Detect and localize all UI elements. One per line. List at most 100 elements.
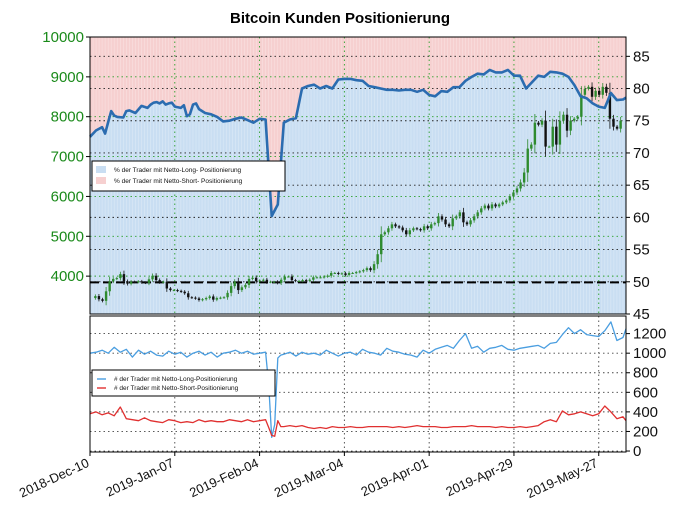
- count-tick-label: 800: [633, 365, 658, 382]
- candle-body: [237, 281, 240, 291]
- candle-body: [372, 264, 376, 271]
- candle-body: [283, 276, 286, 280]
- candle-body: [608, 92, 612, 119]
- right-tick-label: 45: [633, 306, 650, 323]
- x-tick-label: 2019-Jan-07: [104, 455, 176, 499]
- candle-body: [312, 277, 315, 280]
- candle-body: [562, 114, 565, 121]
- candle-body: [251, 277, 254, 279]
- candle-body: [526, 148, 529, 173]
- long-area: [90, 69, 626, 315]
- candle-body: [533, 122, 537, 145]
- right-tick-label: 80: [633, 81, 650, 98]
- candle-body: [344, 273, 347, 275]
- candle-body: [455, 216, 458, 219]
- candle-body: [233, 281, 236, 287]
- candle-body: [258, 280, 261, 282]
- candle-body: [497, 204, 501, 207]
- chart-title: Bitcoin Kunden Positionierung: [230, 10, 450, 27]
- candle-body: [369, 268, 372, 271]
- candle-body: [122, 274, 126, 282]
- candle-body: [294, 280, 297, 282]
- candle-body: [304, 280, 308, 282]
- candle-body: [490, 204, 494, 209]
- candle-body: [301, 280, 304, 282]
- top-panel-frame: [89, 36, 627, 315]
- candle-body: [269, 281, 272, 283]
- candle-body: [262, 279, 265, 281]
- right-tick-label: 55: [633, 242, 650, 259]
- candle-body: [544, 120, 547, 147]
- candle-body: [197, 298, 201, 301]
- candle-body: [137, 281, 140, 283]
- candle-body: [458, 212, 462, 217]
- candle-body: [558, 120, 562, 145]
- x-tick-label: 2019-Apr-01: [359, 455, 431, 499]
- candle-body: [412, 228, 415, 231]
- candle-body: [179, 290, 183, 292]
- candle-body: [530, 144, 533, 149]
- candle-body: [355, 272, 358, 274]
- left-tick-label: 7000: [51, 149, 84, 166]
- candle-body: [162, 281, 165, 283]
- candle-body: [487, 205, 490, 209]
- x-tick-label: 2019-Mar-04: [272, 455, 346, 500]
- candle-body: [476, 212, 479, 217]
- count-tick-label: 1200: [633, 326, 666, 343]
- candle-body: [226, 292, 229, 298]
- candle-body: [501, 202, 504, 205]
- candle-body: [290, 276, 294, 281]
- candle-body: [240, 287, 244, 291]
- candle-body: [340, 273, 344, 275]
- left-tick-label: 9000: [51, 69, 84, 86]
- candle-body: [204, 298, 208, 300]
- candle-body: [408, 230, 412, 235]
- candle-body: [347, 272, 351, 275]
- candle-body: [326, 275, 329, 277]
- left-tick-label: 6000: [51, 188, 84, 205]
- candle-body: [394, 224, 397, 227]
- top-legend-box: [91, 160, 286, 192]
- count-tick-label: 200: [633, 423, 658, 440]
- candle-body: [447, 224, 451, 227]
- candle-body: [522, 172, 526, 183]
- net-long-pct-line: [89, 68, 627, 218]
- legend-long-count-label: # der Trader mit Netto-Long-Positionieru…: [114, 376, 238, 383]
- legend-long-swatch: [96, 166, 106, 173]
- candle-body: [515, 188, 519, 193]
- candle-body: [483, 205, 487, 209]
- left-tick-label: 4000: [51, 268, 84, 285]
- bottom-panel: 0 200 400 600 800 1000 1200 # der Trader mit Ne…: [17, 315, 666, 501]
- candle-body: [590, 86, 594, 97]
- count-tick-label: 1000: [633, 345, 666, 362]
- candle-body: [576, 116, 579, 119]
- candle-body: [426, 226, 429, 229]
- candle-body: [619, 120, 622, 129]
- candle-body: [390, 224, 394, 229]
- candle-body: [115, 278, 118, 280]
- legend-short-label: % der Trader mit Netto-Short- Positionie…: [114, 178, 243, 185]
- candle-body: [615, 126, 619, 129]
- candle-body: [380, 234, 383, 255]
- right-tick-label: 60: [633, 209, 650, 226]
- candle-body: [126, 281, 129, 284]
- short-count-line: [89, 405, 627, 437]
- candle-body: [212, 296, 215, 300]
- candle-body: [333, 272, 336, 274]
- candle-body: [97, 296, 101, 300]
- candle-body: [358, 271, 361, 273]
- candle-body: [247, 278, 251, 285]
- right-tick-label: 85: [633, 48, 650, 65]
- candle-body: [472, 216, 476, 221]
- candle-body: [119, 274, 122, 279]
- candle-body: [365, 268, 369, 271]
- candle-body: [444, 219, 447, 225]
- right-tick-label: 50: [633, 274, 650, 291]
- candle-body: [165, 281, 169, 289]
- count-tick-label: 0: [633, 443, 641, 460]
- candle-body: [215, 298, 219, 300]
- right-tick-label: 75: [633, 113, 650, 130]
- candle-body: [308, 279, 311, 281]
- candle-body: [176, 290, 179, 292]
- candle-body: [494, 204, 497, 207]
